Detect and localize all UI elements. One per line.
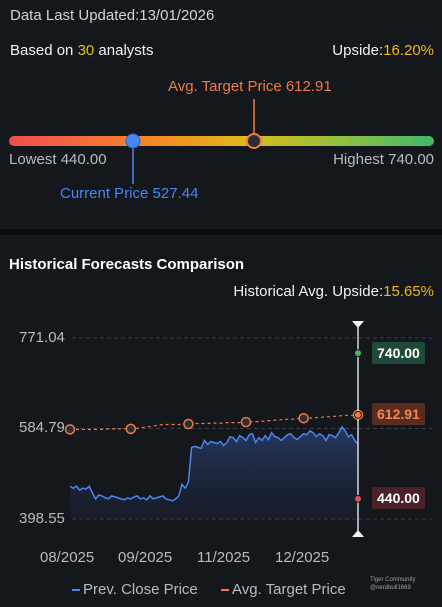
avg-target-line <box>70 414 359 430</box>
highest-label: Highest 740.00 <box>333 151 434 168</box>
x-tick-label-sep: 09/2025 <box>118 549 173 566</box>
watermark-line2: @nerdbull1669 <box>370 585 411 591</box>
hist-upside-label: Historical Avg. Upside: <box>233 283 384 300</box>
avg-target-markers <box>64 409 364 435</box>
upside-text: Upside:16.20% <box>332 42 434 59</box>
upside-label: Upside: <box>332 42 384 59</box>
analysts-suffix: analysts <box>94 42 154 59</box>
forecast-range <box>352 321 364 537</box>
avg-target-point-1 <box>125 423 137 435</box>
watermark: Tiger Community @nerdbull1669 <box>370 576 415 592</box>
analysts-count: 30 <box>77 42 95 59</box>
gauge-bar <box>9 136 434 146</box>
legend-avg-target[interactable]: Avg. Target Price <box>221 581 346 598</box>
section-divider <box>0 229 442 235</box>
forecast-high-point <box>354 349 362 358</box>
section-title: Historical Forecasts Comparison <box>9 256 245 273</box>
y-tick-label-middle: 584.79 <box>19 419 65 436</box>
lowest-label: Lowest 440.00 <box>9 151 107 168</box>
avg-target-point-0 <box>64 424 76 435</box>
y-tick-label-bottom: 398.55 <box>19 510 65 527</box>
x-tick-label-dec: 12/2025 <box>275 549 330 566</box>
analyst-count-text: Based on 30 analysts <box>10 42 153 59</box>
current-price-marker <box>125 133 141 149</box>
forecast-top-arrow <box>352 321 364 328</box>
forecast-avg-point <box>354 410 362 419</box>
avg-target-point-4 <box>298 412 309 424</box>
legend-close-price[interactable]: Prev. Close Price <box>72 581 198 598</box>
y-tick-label-top: 771.04 <box>19 329 65 346</box>
close-price-area <box>70 426 358 519</box>
analysts-prefix: Based on <box>10 42 78 59</box>
watermark-line1: Tiger Community <box>370 577 416 583</box>
x-tick-label-nov: 11/2025 <box>197 549 251 566</box>
forecast-low-tag: 440.00 <box>372 487 425 509</box>
hist-upside-value: 15.65% <box>383 283 434 300</box>
historical-upside-text: Historical Avg. Upside:15.65% <box>233 283 434 300</box>
forecast-bottom-arrow <box>352 530 364 537</box>
upside-value: 16.20% <box>383 42 434 59</box>
avg-target-point-2 <box>183 418 194 430</box>
avg-target-point-3 <box>240 416 252 428</box>
forecast-low-point <box>354 494 362 503</box>
forecast-high-tag: 740.00 <box>372 342 425 364</box>
close-price-line <box>69 425 359 502</box>
data-updated-text: Data Last Updated:13/01/2026 <box>10 7 215 24</box>
avg-target-label: Avg. Target Price 612.91 <box>168 78 332 95</box>
current-price-label: Current Price 527.44 <box>60 185 199 202</box>
forecast-avg-tag: 612.91 <box>372 403 425 425</box>
x-tick-label-aug: 08/2025 <box>40 549 95 566</box>
avg-target-marker <box>246 133 262 149</box>
